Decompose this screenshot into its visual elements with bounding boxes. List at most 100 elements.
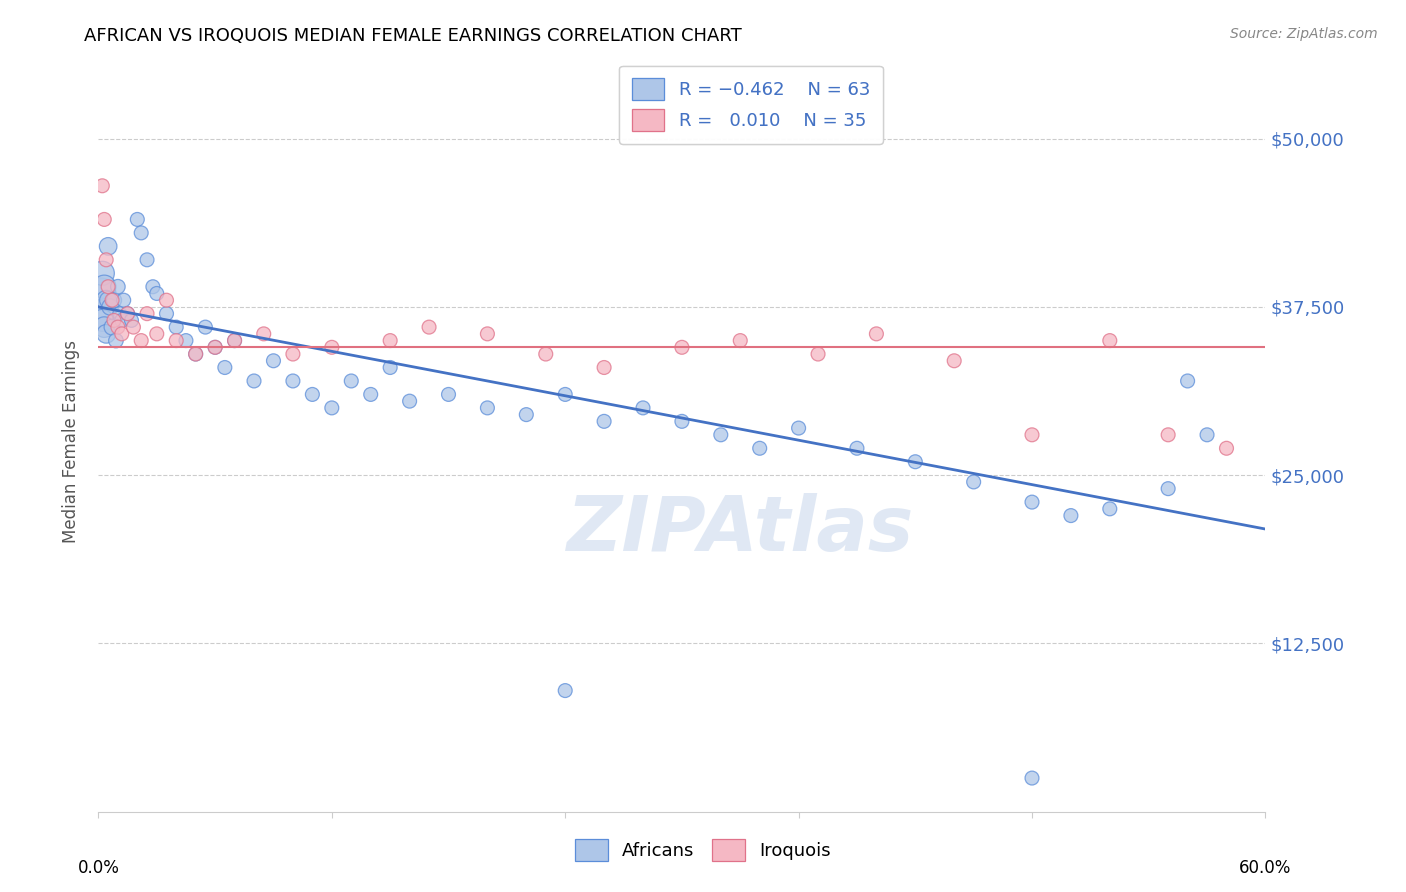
Point	[117, 307, 139, 321]
Point	[165, 334, 187, 348]
Point	[129, 334, 152, 348]
Point	[631, 401, 654, 415]
Point	[96, 252, 118, 267]
Point	[554, 683, 576, 698]
Point	[142, 279, 165, 293]
Point	[807, 347, 830, 361]
Point	[281, 347, 304, 361]
Point	[129, 226, 152, 240]
Text: AFRICAN VS IROQUOIS MEDIAN FEMALE EARNINGS CORRELATION CHART: AFRICAN VS IROQUOIS MEDIAN FEMALE EARNIN…	[84, 27, 742, 45]
Point	[194, 320, 217, 334]
Point	[97, 239, 120, 253]
Point	[846, 442, 869, 456]
Point	[91, 313, 114, 327]
Point	[96, 326, 118, 341]
Point	[1195, 427, 1218, 442]
Point	[101, 293, 124, 308]
Text: ZIPAtlas: ZIPAtlas	[567, 493, 914, 567]
Point	[1021, 771, 1043, 785]
Point	[321, 401, 343, 415]
Point	[1098, 501, 1121, 516]
Point	[112, 293, 135, 308]
Point	[103, 313, 125, 327]
Point	[136, 252, 159, 267]
Point	[155, 307, 177, 321]
Point	[117, 307, 139, 321]
Point	[515, 408, 537, 422]
Point	[107, 279, 129, 293]
Point	[281, 374, 304, 388]
Point	[224, 334, 246, 348]
Point	[1060, 508, 1083, 523]
Point	[1177, 374, 1199, 388]
Point	[1021, 495, 1043, 509]
Point	[224, 334, 246, 348]
Point	[101, 320, 124, 334]
Point	[593, 360, 616, 375]
Point	[136, 307, 159, 321]
Point	[437, 387, 460, 401]
Point	[104, 334, 127, 348]
Point	[93, 212, 115, 227]
Point	[418, 320, 440, 334]
Point	[1157, 482, 1180, 496]
Point	[554, 387, 576, 401]
Point	[748, 442, 770, 456]
Point	[184, 347, 207, 361]
Point	[93, 320, 115, 334]
Y-axis label: Median Female Earnings: Median Female Earnings	[62, 340, 80, 543]
Point	[107, 320, 129, 334]
Point	[98, 300, 121, 314]
Point	[103, 293, 125, 308]
Point	[214, 360, 236, 375]
Point	[477, 326, 499, 341]
Text: Source: ZipAtlas.com: Source: ZipAtlas.com	[1230, 27, 1378, 41]
Point	[89, 307, 111, 321]
Point	[321, 340, 343, 354]
Point	[904, 455, 927, 469]
Point	[1157, 427, 1180, 442]
Point	[127, 212, 149, 227]
Point	[174, 334, 197, 348]
Point	[146, 326, 169, 341]
Point	[96, 293, 118, 308]
Point	[108, 307, 131, 321]
Legend: R = −0.462    N = 63, R =   0.010    N = 35: R = −0.462 N = 63, R = 0.010 N = 35	[619, 66, 883, 144]
Point	[787, 421, 810, 435]
Point	[671, 414, 693, 428]
Point	[380, 334, 402, 348]
Point	[93, 279, 115, 293]
Point	[398, 394, 420, 409]
Text: 0.0%: 0.0%	[77, 859, 120, 877]
Point	[301, 387, 323, 401]
Point	[593, 414, 616, 428]
Point	[165, 320, 187, 334]
Point	[91, 178, 114, 193]
Point	[97, 279, 120, 293]
Point	[122, 320, 145, 334]
Point	[262, 353, 284, 368]
Point	[1215, 442, 1237, 456]
Point	[865, 326, 887, 341]
Point	[534, 347, 557, 361]
Point	[146, 286, 169, 301]
Point	[253, 326, 276, 341]
Point	[111, 326, 134, 341]
Point	[1098, 334, 1121, 348]
Point	[91, 266, 114, 280]
Point	[111, 313, 134, 327]
Point	[204, 340, 226, 354]
Text: 60.0%: 60.0%	[1239, 859, 1292, 877]
Point	[360, 387, 382, 401]
Legend: Africans, Iroquois: Africans, Iroquois	[562, 827, 844, 874]
Point	[204, 340, 226, 354]
Point	[121, 313, 143, 327]
Point	[671, 340, 693, 354]
Point	[380, 360, 402, 375]
Point	[710, 427, 733, 442]
Point	[943, 353, 966, 368]
Point	[97, 293, 120, 308]
Point	[730, 334, 752, 348]
Point	[1021, 427, 1043, 442]
Point	[184, 347, 207, 361]
